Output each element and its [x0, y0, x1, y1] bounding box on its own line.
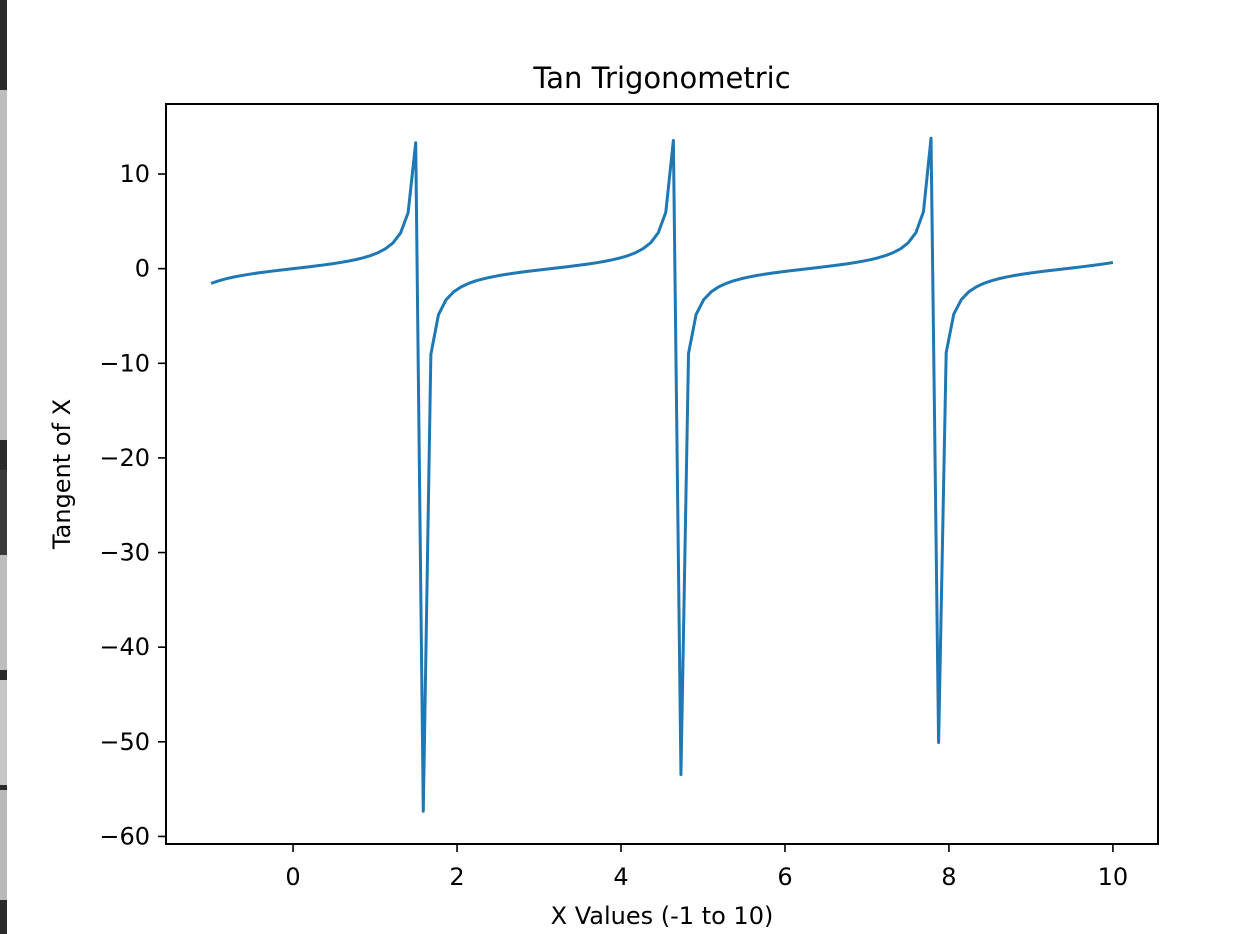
- x-tick-label: 6: [777, 863, 792, 891]
- chart-title: Tan Trigonometric: [532, 61, 790, 95]
- y-axis-label: Tangent of X: [48, 399, 76, 550]
- plot-area: [165, 103, 1159, 845]
- x-axis: 0 2 4 6 8 10: [285, 844, 1128, 891]
- y-tick-label: 10: [119, 160, 150, 188]
- y-tick-label: −50: [99, 728, 150, 756]
- plot-frame: [165, 103, 1159, 845]
- y-tick-label: −20: [99, 444, 150, 472]
- window-edge-strip: [0, 0, 7, 934]
- y-tick-label: 0: [135, 255, 150, 283]
- y-tick-label: −60: [99, 822, 150, 850]
- x-axis-label: X Values (-1 to 10): [551, 902, 774, 930]
- x-tick-label: 2: [449, 863, 464, 891]
- x-tick-label: 0: [285, 863, 300, 891]
- x-tick-label: 10: [1098, 863, 1129, 891]
- y-axis: 10 0 −10 −20 −30 −40 −50 −60: [99, 160, 166, 850]
- y-tick-label: −30: [99, 539, 150, 567]
- x-tick-label: 4: [613, 863, 628, 891]
- y-tick-label: −10: [99, 349, 150, 377]
- y-tick-label: −40: [99, 633, 150, 661]
- series-line-tan: [210, 136, 1114, 813]
- x-tick-label: 8: [941, 863, 956, 891]
